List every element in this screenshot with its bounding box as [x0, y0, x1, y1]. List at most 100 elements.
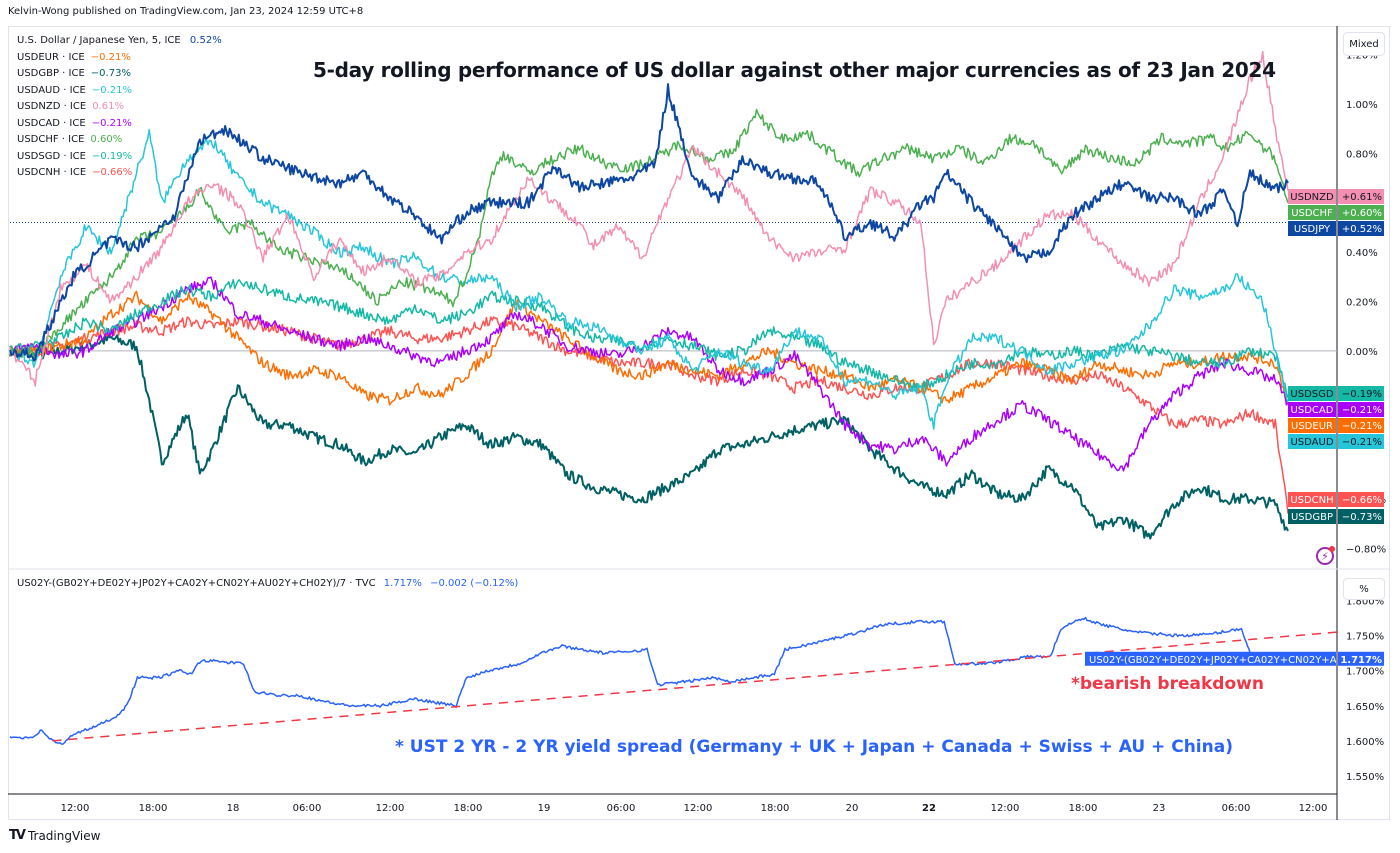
legend-value: −0.66%: [92, 167, 133, 178]
indicator-y-tick-label: 1.600%: [1346, 737, 1384, 748]
x-tick-label: 18:00: [761, 803, 790, 814]
y-tick-label: 0.20%: [1346, 297, 1378, 308]
x-tick-label: 12:00: [61, 803, 90, 814]
legend-row[interactable]: USDCHF · ICE 0.60%: [17, 132, 222, 149]
indicator-y-tick-label: 1.550%: [1346, 772, 1384, 783]
x-tick-label: 18:00: [139, 803, 168, 814]
yield-spread-line: [9, 616, 1253, 745]
tradingview-logo[interactable]: TV TradingView: [9, 828, 100, 843]
legend-symbol: USDCNH · ICE: [17, 167, 87, 178]
series-line-usdjpy: [9, 83, 1289, 362]
y-tick-label: 1.00%: [1346, 100, 1378, 111]
y-tick-label: 1.20%: [1346, 51, 1378, 62]
brand-name: TradingView: [27, 828, 101, 843]
indicator-change: −0.002 (−0.12%): [430, 578, 519, 589]
x-tick-label: 19: [538, 803, 551, 814]
bearish-breakdown-annotation: *bearish breakdown: [1071, 674, 1264, 694]
legend-row[interactable]: USDCAD · ICE −0.21%: [17, 116, 222, 133]
indicator-value-tag: [1338, 651, 1384, 666]
x-tick-label: 12:00: [1299, 803, 1328, 814]
legend-symbol: USDCHF · ICE: [17, 134, 85, 145]
y-tick-label: −0.80%: [1346, 544, 1386, 555]
main-legend: U.S. Dollar / Japanese Yen, 5, ICE 0.52%…: [17, 33, 222, 182]
legend-row[interactable]: USDAUD · ICE −0.21%: [17, 83, 222, 100]
series-name-tag-label: USDGBP: [1291, 512, 1333, 523]
x-tick-label: 18:00: [1069, 803, 1098, 814]
x-tick-label: 18:00: [454, 803, 483, 814]
indicator-name: US02Y-(GB02Y+DE02Y+JP02Y+CA02Y+CN02Y+AU0…: [17, 578, 376, 589]
legend-value: 0.60%: [90, 134, 123, 145]
trendline: [52, 631, 1338, 742]
legend-value: −0.21%: [91, 117, 132, 129]
series-name-tag: [1288, 402, 1336, 417]
series-name-tag-label: USDCAD: [1291, 405, 1334, 416]
legend-row[interactable]: USDEUR · ICE −0.21%: [17, 50, 222, 67]
series-value-tag: [1338, 402, 1384, 417]
legend-row[interactable]: USDNZD · ICE 0.61%: [17, 99, 222, 116]
legend-value: −0.73%: [90, 68, 131, 79]
series-line-usdchf: [9, 108, 1289, 362]
spread-note-annotation: * UST 2 YR - 2 YR yield spread (Germany …: [395, 737, 1233, 757]
legend-symbol: USDCAD · ICE: [17, 117, 86, 129]
legend-row[interactable]: USDSGD · ICE −0.19%: [17, 149, 222, 166]
x-tick-label: 06:00: [607, 803, 636, 814]
legend-row[interactable]: USDGBP · ICE −0.73%: [17, 66, 222, 83]
series-name-tag: [1288, 205, 1336, 220]
y-tick-label: 0.00%: [1346, 347, 1378, 358]
series-line-usdsgd: [9, 278, 1289, 398]
legend-symbol: USDSGD · ICE: [17, 150, 86, 162]
legend-value: −0.21%: [90, 51, 131, 63]
x-tick-label: 12:00: [376, 803, 405, 814]
indicator-y-tick-label: 1.700%: [1346, 667, 1384, 678]
legend-main-symbol: U.S. Dollar / Japanese Yen, 5, ICE: [17, 35, 181, 46]
series-value-tag: [1338, 386, 1384, 401]
x-tick-label: 18: [227, 803, 240, 814]
indicator-y-tick-label: 1.800%: [1346, 597, 1384, 608]
legend-row[interactable]: USDCNH · ICE −0.66%: [17, 165, 222, 182]
legend-main-value: 0.52%: [189, 35, 222, 46]
series-value-tag-label: +0.52%: [1342, 224, 1382, 235]
series-line-usdeur: [9, 290, 1289, 406]
series-name-tag: [1288, 189, 1336, 204]
x-tick-label: 06:00: [1222, 803, 1251, 814]
series-value-tag-label: −0.21%: [1342, 405, 1382, 416]
series-name-tag: [1288, 221, 1336, 236]
chart-frame: [8, 26, 1390, 820]
series-value-tag: [1338, 509, 1384, 524]
series-value-tag-label: +0.60%: [1342, 208, 1382, 219]
series-value-tag: [1338, 492, 1384, 507]
x-tick-label: 12:00: [684, 803, 713, 814]
y-tick-label: 0.80%: [1346, 149, 1378, 160]
series-value-tag: [1338, 221, 1384, 236]
legend-symbol: USDAUD · ICE: [17, 84, 86, 96]
series-value-tag-label: +0.61%: [1342, 192, 1382, 203]
series-value-tag: [1338, 189, 1384, 204]
series-name-tag-label: USDJPY: [1294, 224, 1331, 235]
series-name-tag-label: USDEUR: [1291, 421, 1333, 432]
chart-title: 5-day rolling performance of US dollar a…: [313, 58, 1276, 82]
indicator-legend[interactable]: US02Y-(GB02Y+DE02Y+JP02Y+CA02Y+CN02Y+AU0…: [17, 578, 518, 589]
legend-main-row[interactable]: U.S. Dollar / Japanese Yen, 5, ICE 0.52%: [17, 33, 222, 50]
indicator-y-tick-label: 1.650%: [1346, 702, 1384, 713]
series-name-tag-label: USDNZD: [1290, 192, 1334, 203]
indicator-value-tag-label: 1.717%: [1340, 655, 1382, 666]
x-tick-label: 23: [1153, 803, 1166, 814]
indicator-value: 1.717%: [383, 578, 422, 589]
scale-mode-button[interactable]: Mixed: [1343, 32, 1385, 56]
indicator-name-tag-label: US02Y-(GB02Y+DE02Y+JP02Y+CA02Y+CN02Y+AU0…: [1089, 655, 1366, 666]
indicator-scale-unit-button[interactable]: %: [1343, 578, 1385, 600]
series-name-tag: [1288, 492, 1336, 507]
x-tick-label: 06:00: [293, 803, 322, 814]
series-value-tag-label: −0.21%: [1342, 421, 1382, 432]
series-value-tag-label: −0.73%: [1342, 512, 1382, 523]
series-name-tag-label: USDAUD: [1290, 437, 1333, 448]
lightning-alert-icon[interactable]: ⚡: [1316, 546, 1335, 565]
x-tick-label: 12:00: [991, 803, 1020, 814]
legend-value: −0.19%: [91, 150, 133, 162]
series-name-tag: [1288, 386, 1336, 401]
x-tick-label: 20: [846, 803, 859, 814]
series-name-tag: [1288, 434, 1336, 449]
series-name-tag: [1288, 509, 1336, 524]
series-name-tag: [1288, 418, 1336, 433]
